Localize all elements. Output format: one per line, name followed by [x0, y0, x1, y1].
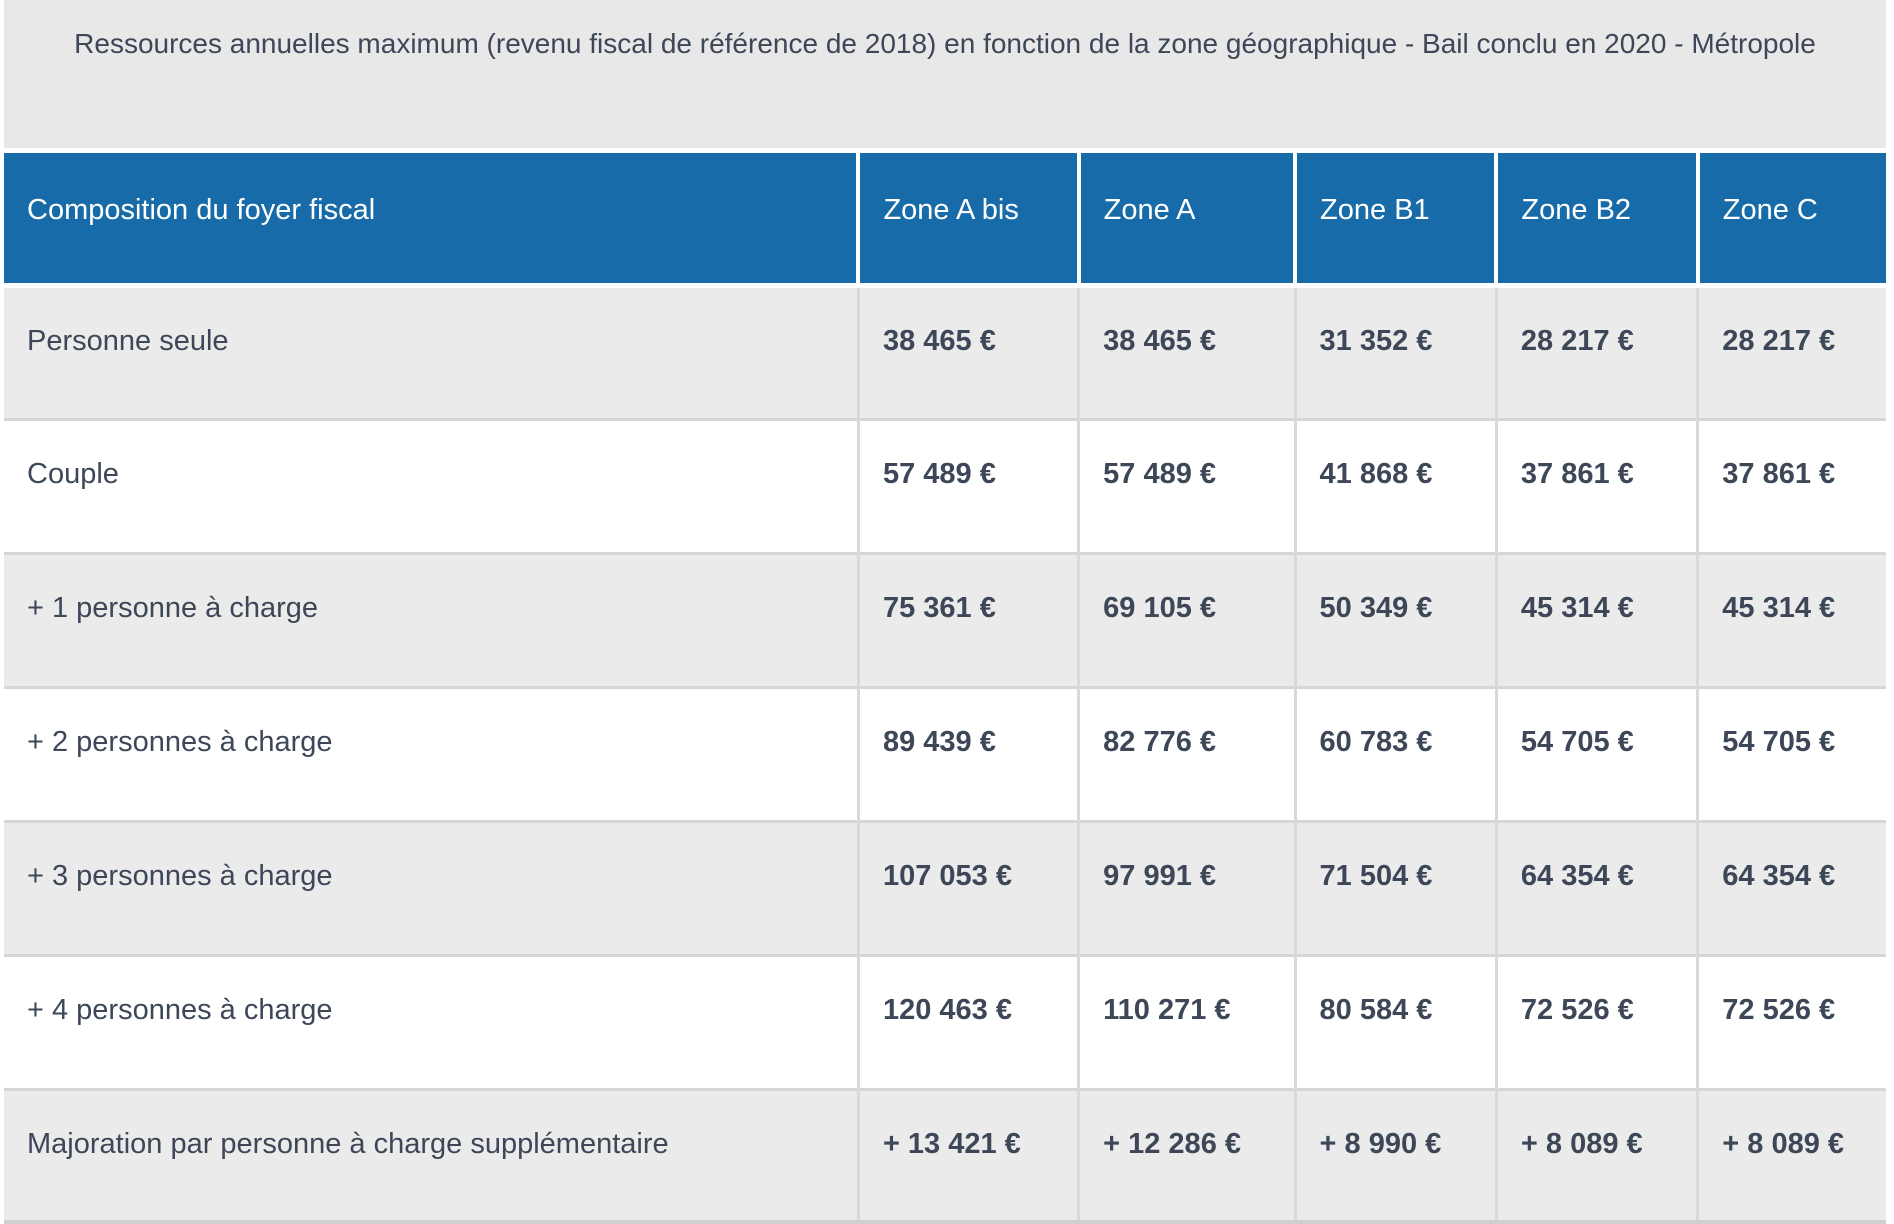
value-cell: 120 463 € [856, 955, 1079, 1089]
row-label-cell: Personne seule [27, 324, 229, 357]
value-cell: 57 489 € [856, 419, 1079, 553]
value-cell: + 8 089 € [1696, 1089, 1886, 1223]
row-label-cell: Couple [27, 457, 119, 490]
value-cell: + 12 286 € [1077, 1089, 1296, 1223]
value-cell: 54 705 € [1696, 687, 1886, 821]
value-cell: + 8 089 € [1494, 1089, 1698, 1223]
value-cell: 97 991 € [1077, 821, 1296, 955]
column-header-zone-b1: Zone B1 [1293, 153, 1497, 288]
value-cell: 45 314 € [1494, 553, 1698, 687]
value-cell: 45 314 € [1696, 553, 1886, 687]
column-header-zone-b2: Zone B2 [1494, 153, 1698, 288]
value-cell: 71 504 € [1293, 821, 1497, 955]
value-cell: 69 105 € [1077, 553, 1296, 687]
value-cell: + 13 421 € [856, 1089, 1079, 1223]
table-header: Composition du foyer fiscal Zone A bis Z… [4, 153, 1886, 288]
column-header-zone-a: Zone A [1076, 153, 1296, 288]
value-cell: 64 354 € [1494, 821, 1698, 955]
value-cell: 41 868 € [1293, 419, 1497, 553]
table-row: + 3 personnes à charge 107 053 € 97 991 … [4, 821, 1886, 955]
value-cell: 107 053 € [856, 821, 1079, 955]
column-header-composition: Composition du foyer fiscal [4, 153, 859, 288]
value-cell: 82 776 € [1077, 687, 1296, 821]
table-title: Ressources annuelles maximum (revenu fis… [4, 0, 1886, 148]
header-row: Composition du foyer fiscal Zone A bis Z… [4, 153, 1886, 288]
value-cell: 28 217 € [1696, 285, 1886, 419]
value-cell: 31 352 € [1293, 285, 1497, 419]
value-cell: 110 271 € [1077, 955, 1296, 1089]
row-label-cell: + 4 personnes à charge [27, 993, 333, 1026]
value-cell: 28 217 € [1494, 285, 1698, 419]
table-row: + 4 personnes à charge 120 463 € 110 271… [4, 955, 1886, 1089]
row-label-cell: Majoration par personne à charge supplém… [27, 1127, 669, 1160]
value-cell: 37 861 € [1494, 419, 1698, 553]
table-row: Couple 57 489 € 57 489 € 41 868 € 37 861… [4, 419, 1886, 553]
value-cell: 57 489 € [1077, 419, 1296, 553]
value-cell: 89 439 € [856, 687, 1079, 821]
table-row: Majoration par personne à charge supplém… [4, 1089, 1886, 1223]
column-header-zone-c: Zone C [1695, 153, 1886, 288]
value-cell: 50 349 € [1293, 553, 1497, 687]
value-cell: 60 783 € [1293, 687, 1497, 821]
value-cell: 54 705 € [1494, 687, 1698, 821]
value-cell: 64 354 € [1696, 821, 1886, 955]
table-body: Personne seule 38 465 € 38 465 € 31 352 … [4, 285, 1886, 1223]
value-cell: 72 526 € [1696, 955, 1886, 1089]
table-row: + 1 personne à charge 75 361 € 69 105 € … [4, 553, 1886, 687]
income-ceiling-table: Composition du foyer fiscal Zone A bis Z… [4, 153, 1886, 1224]
value-cell: 80 584 € [1293, 955, 1497, 1089]
table-row: + 2 personnes à charge 89 439 € 82 776 €… [4, 687, 1886, 821]
row-label-cell: + 2 personnes à charge [27, 725, 333, 758]
table-row: Personne seule 38 465 € 38 465 € 31 352 … [4, 285, 1886, 419]
row-label-cell: + 1 personne à charge [27, 591, 319, 624]
value-cell: 38 465 € [856, 285, 1079, 419]
row-label-cell: + 3 personnes à charge [27, 859, 333, 892]
value-cell: 37 861 € [1696, 419, 1886, 553]
value-cell: + 8 990 € [1293, 1089, 1497, 1223]
value-cell: 38 465 € [1077, 285, 1296, 419]
value-cell: 72 526 € [1494, 955, 1698, 1089]
value-cell: 75 361 € [856, 553, 1079, 687]
column-header-zone-a-bis: Zone A bis [856, 153, 1079, 288]
